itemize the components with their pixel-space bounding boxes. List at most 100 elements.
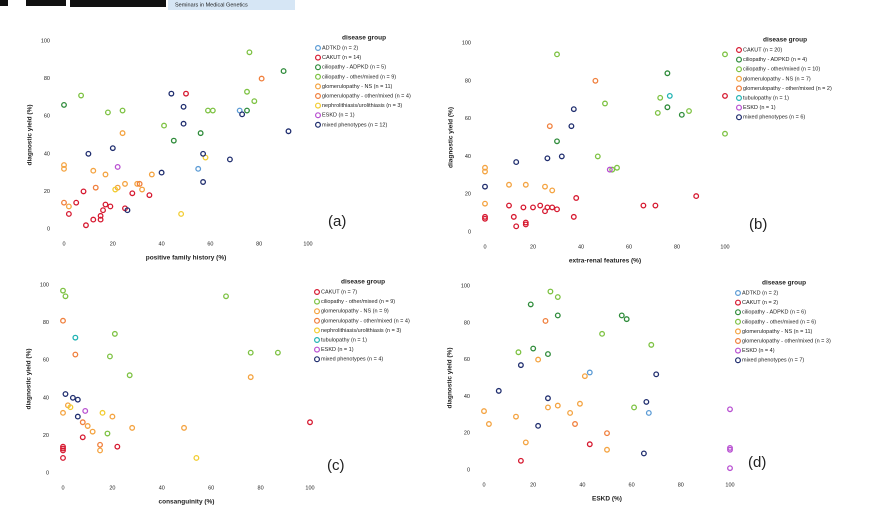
data-point bbox=[537, 202, 544, 209]
y-tick-label: 80 bbox=[465, 78, 471, 84]
data-point bbox=[572, 421, 578, 427]
data-point bbox=[97, 447, 103, 454]
data-point bbox=[244, 107, 250, 114]
data-point bbox=[727, 465, 733, 472]
legend-label: ESKD (n = 1) bbox=[321, 347, 354, 353]
y-tick-label: 60 bbox=[465, 116, 471, 122]
data-point bbox=[74, 413, 81, 420]
data-point bbox=[554, 312, 561, 319]
data-point bbox=[570, 213, 577, 220]
data-point bbox=[85, 150, 92, 157]
data-point bbox=[205, 107, 211, 114]
data-point bbox=[664, 104, 671, 111]
data-point bbox=[686, 108, 692, 114]
data-point bbox=[161, 122, 167, 129]
data-point bbox=[112, 186, 119, 193]
data-point bbox=[545, 404, 551, 411]
data-point bbox=[522, 181, 529, 188]
x-tick-label: 60 bbox=[207, 241, 213, 247]
legend-label: CAKUT (n = 7) bbox=[321, 289, 357, 295]
data-point bbox=[515, 349, 522, 356]
x-tick-label: 40 bbox=[159, 485, 165, 491]
data-point bbox=[482, 215, 488, 222]
panel-label: (c) bbox=[327, 457, 345, 474]
data-point bbox=[631, 404, 638, 411]
legend-swatch bbox=[735, 114, 742, 121]
data-point bbox=[129, 190, 136, 197]
data-point bbox=[61, 165, 67, 172]
data-point bbox=[558, 153, 565, 160]
data-point bbox=[251, 98, 258, 105]
data-point bbox=[200, 179, 207, 185]
data-point bbox=[97, 441, 103, 448]
legend-swatch bbox=[314, 298, 321, 305]
legend-label: ciliopathy - other/mixed (n = 10) bbox=[743, 67, 820, 73]
data-point bbox=[482, 183, 488, 190]
data-point bbox=[307, 419, 313, 426]
legend-title: disease group bbox=[763, 37, 807, 44]
data-point bbox=[244, 88, 250, 95]
x-tick-label: 100 bbox=[303, 241, 312, 247]
legend-label: ciliopathy - ADPKD (n = 4) bbox=[743, 57, 807, 63]
data-point bbox=[535, 356, 542, 363]
data-point bbox=[247, 374, 254, 381]
legend-swatch bbox=[734, 290, 741, 297]
legend-label: glomerulopathy - other/mixed (n = 4) bbox=[322, 93, 411, 99]
legend-swatch bbox=[735, 94, 742, 101]
y-tick-label: 20 bbox=[44, 189, 50, 195]
data-point bbox=[517, 362, 524, 369]
x-tick-label: 20 bbox=[530, 482, 536, 488]
data-point bbox=[62, 293, 69, 300]
data-point bbox=[722, 51, 728, 58]
data-point bbox=[65, 203, 72, 210]
data-point bbox=[65, 211, 72, 217]
y-tick-label: 0 bbox=[467, 467, 470, 473]
data-point bbox=[109, 413, 116, 420]
data-point bbox=[104, 430, 111, 437]
legend-swatch bbox=[735, 56, 742, 63]
data-point bbox=[60, 317, 66, 324]
legend-swatch bbox=[734, 328, 741, 335]
data-point bbox=[72, 334, 79, 341]
x-tick-label: 0 bbox=[61, 485, 64, 491]
data-point bbox=[92, 184, 99, 191]
y-tick-label: 20 bbox=[465, 192, 471, 198]
y-tick-label: 20 bbox=[43, 433, 49, 439]
data-point bbox=[226, 156, 233, 163]
x-tick-label: 60 bbox=[626, 244, 632, 250]
data-point bbox=[527, 301, 534, 308]
data-point bbox=[136, 180, 143, 187]
data-point bbox=[61, 199, 67, 206]
data-point bbox=[104, 109, 111, 116]
legend-label: tubulopathy (n = 1) bbox=[321, 337, 367, 343]
data-point bbox=[727, 446, 733, 453]
data-point bbox=[62, 391, 69, 397]
y-tick-label: 100 bbox=[41, 38, 50, 44]
data-point bbox=[693, 193, 700, 200]
data-point bbox=[545, 395, 551, 402]
data-point bbox=[97, 216, 104, 223]
data-point bbox=[90, 216, 97, 223]
data-point bbox=[554, 206, 560, 213]
y-tick-label: 80 bbox=[44, 76, 50, 82]
data-point bbox=[183, 90, 189, 97]
data-point bbox=[195, 165, 202, 172]
data-point bbox=[567, 410, 574, 416]
legend-swatch bbox=[315, 64, 322, 71]
legend-swatch bbox=[314, 317, 321, 324]
data-point bbox=[74, 396, 81, 403]
data-point bbox=[645, 410, 652, 416]
journal-name: Seminars in Medical Genetics bbox=[175, 2, 248, 8]
data-point bbox=[678, 111, 685, 118]
legend-label: ciliopathy - other/mixed (n = 9) bbox=[322, 74, 396, 80]
legend-label: ciliopathy - ADPKD (n = 5) bbox=[322, 65, 386, 71]
x-tick-label: 80 bbox=[674, 244, 680, 250]
logo-fragment bbox=[70, 0, 166, 7]
data-point bbox=[594, 153, 601, 160]
data-point bbox=[78, 92, 85, 99]
x-tick-label: 0 bbox=[482, 482, 485, 488]
data-point bbox=[522, 219, 529, 226]
data-point bbox=[485, 421, 492, 427]
data-point bbox=[82, 408, 89, 414]
